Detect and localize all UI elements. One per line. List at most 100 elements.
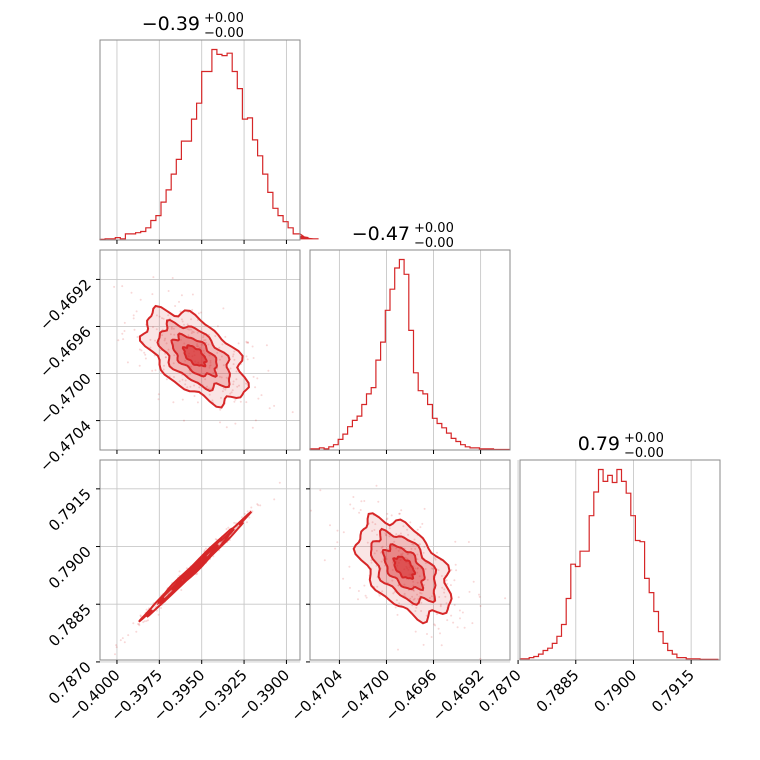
scatter-point [220,376,223,379]
scatter-point [366,541,369,544]
scatter-point [231,389,234,392]
scatter-point [385,558,388,560]
scatter-point [247,341,250,344]
scatter-point [457,596,460,599]
scatter-point [117,339,120,342]
scatter-point [197,312,200,315]
histogram-2 [519,468,719,660]
scatter-point [450,569,453,571]
scatter-point [94,661,96,663]
scatter-point [119,639,122,642]
scatter-point [220,396,222,399]
scatter-point [416,593,419,596]
scatter-point [439,605,442,608]
scatter-point [172,362,175,365]
scatter-point [196,572,199,575]
scatter-point [189,372,192,375]
scatter-point [371,530,374,532]
panel-frame-joint-1-0 [99,249,301,451]
scatter-point [130,291,133,294]
scatter-point [222,387,225,390]
scatter-point [157,398,160,401]
title-0: −0.39 [142,13,200,35]
scatter-point [380,546,383,549]
scatter-point [212,371,215,374]
scatter-point [163,364,165,367]
scatter-point [251,426,254,429]
scatter-point [365,596,368,599]
scatter-point [233,350,236,353]
scatter-point [172,327,175,330]
scatter-point [349,586,351,589]
scatter-point [208,387,210,390]
scatter-point [395,547,398,550]
scatter-point [173,376,175,378]
scatter-point [461,611,464,614]
scatter-point [393,540,396,543]
scatter-point [162,317,165,320]
scatter-point [199,346,201,349]
scatter-point [358,511,361,514]
scatter-point [445,579,448,582]
scatter-point [431,567,434,570]
scatter-point [478,595,481,598]
scatter-point [419,526,422,529]
scatter-point [415,606,418,609]
scatter-point [456,626,459,629]
scatter-point [221,390,224,393]
scatter-point [170,327,173,330]
scatter-point [384,564,386,567]
scatter-point [135,310,138,313]
scatter-point [190,365,192,368]
scatter-point [357,590,360,592]
scatter-point [422,551,425,554]
scatter-point [393,590,396,593]
scatter-point [186,323,189,326]
scatter-point [234,422,237,425]
title-1: −0.47 [352,223,410,245]
scatter-point [138,623,141,626]
scatter-point [233,400,236,403]
scatter-point [257,504,260,507]
scatter-point [406,552,409,555]
scatter-point [222,364,225,367]
scatter-point [406,557,409,560]
scatter-point [135,630,138,633]
scatter-point [390,514,393,517]
contour-level-3 [181,554,208,582]
scatter-point [398,512,401,515]
scatter-point [132,314,135,317]
scatter-point [184,379,187,382]
contour-group-joint-2-1 [352,512,453,625]
scatter-point [446,619,449,622]
scatter-point [388,535,391,538]
panel-frame-joint-2-0 [99,459,301,661]
scatter-point [391,569,394,571]
scatter-point [418,575,421,578]
scatter-point [420,592,423,595]
scatter-point [136,336,139,338]
panel-frames [99,39,721,661]
scatter-point [162,368,165,371]
scatter-point [190,318,193,321]
scatter-point [227,526,230,529]
scatter-point [151,293,154,296]
contour-group-joint-2-0 [138,510,253,623]
scatter-point [127,634,130,637]
scatter-point [214,538,217,541]
scatter-point [204,378,207,381]
title-2: 0.79 [578,433,620,455]
scatter-point [192,331,195,334]
scatter-point [256,503,259,506]
scatter-point [218,346,221,349]
scatter-point [371,521,374,524]
contour-level-3 [181,344,208,368]
scatter-point [437,627,440,630]
scatter-point [256,377,259,380]
scatter-point [329,524,331,527]
scatter-point [203,549,206,552]
scatter-point [425,614,428,617]
scatter-point [450,614,453,617]
scatter-point [197,345,200,348]
scatter-point [440,644,443,647]
